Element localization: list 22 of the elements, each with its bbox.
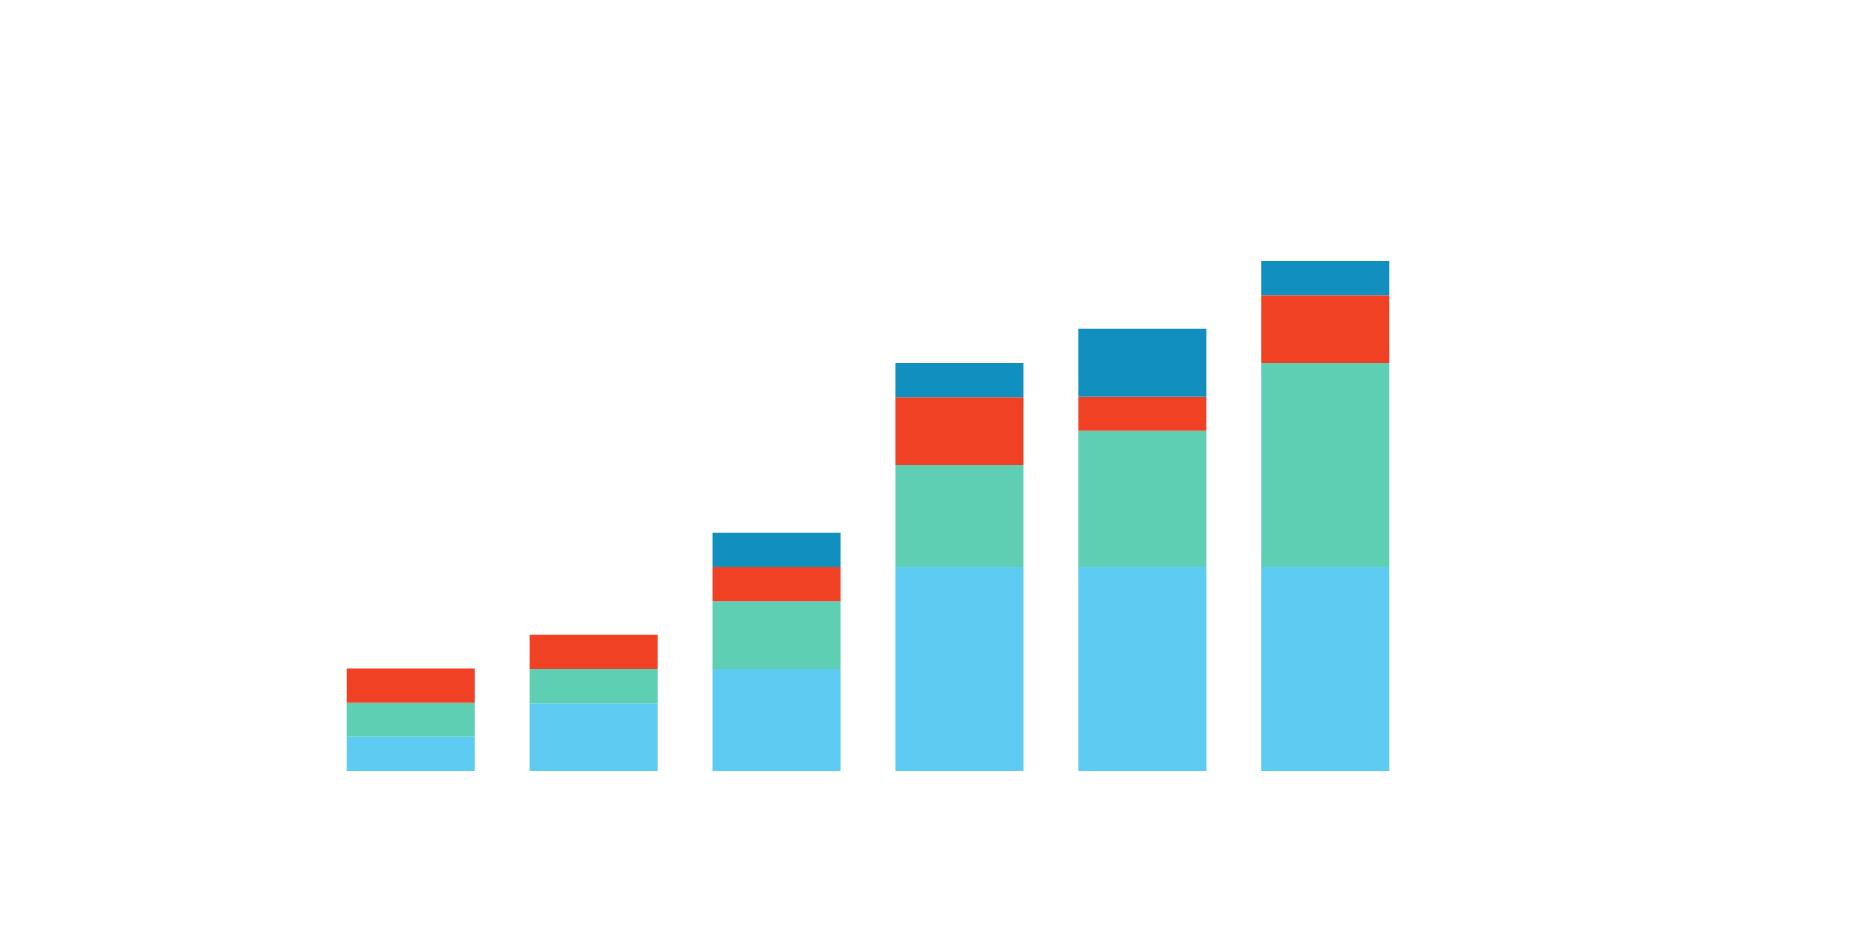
bar (529, 634, 658, 669)
bar (1261, 363, 1390, 567)
bar (895, 363, 1024, 398)
bar (1078, 396, 1207, 431)
bar (895, 397, 1024, 465)
bar (895, 567, 1024, 771)
bar (346, 736, 475, 771)
bar (712, 601, 841, 669)
bar (529, 703, 658, 771)
bar (1261, 567, 1390, 771)
bar (1078, 567, 1207, 771)
bar (346, 702, 475, 737)
bar (1261, 261, 1390, 296)
bar (1078, 430, 1207, 567)
bar (712, 567, 841, 602)
bar (529, 669, 658, 704)
bar (895, 465, 1024, 567)
bar (1078, 328, 1207, 397)
bar (346, 668, 475, 703)
bar (1261, 295, 1390, 363)
bar (712, 669, 841, 771)
bar (712, 532, 841, 567)
